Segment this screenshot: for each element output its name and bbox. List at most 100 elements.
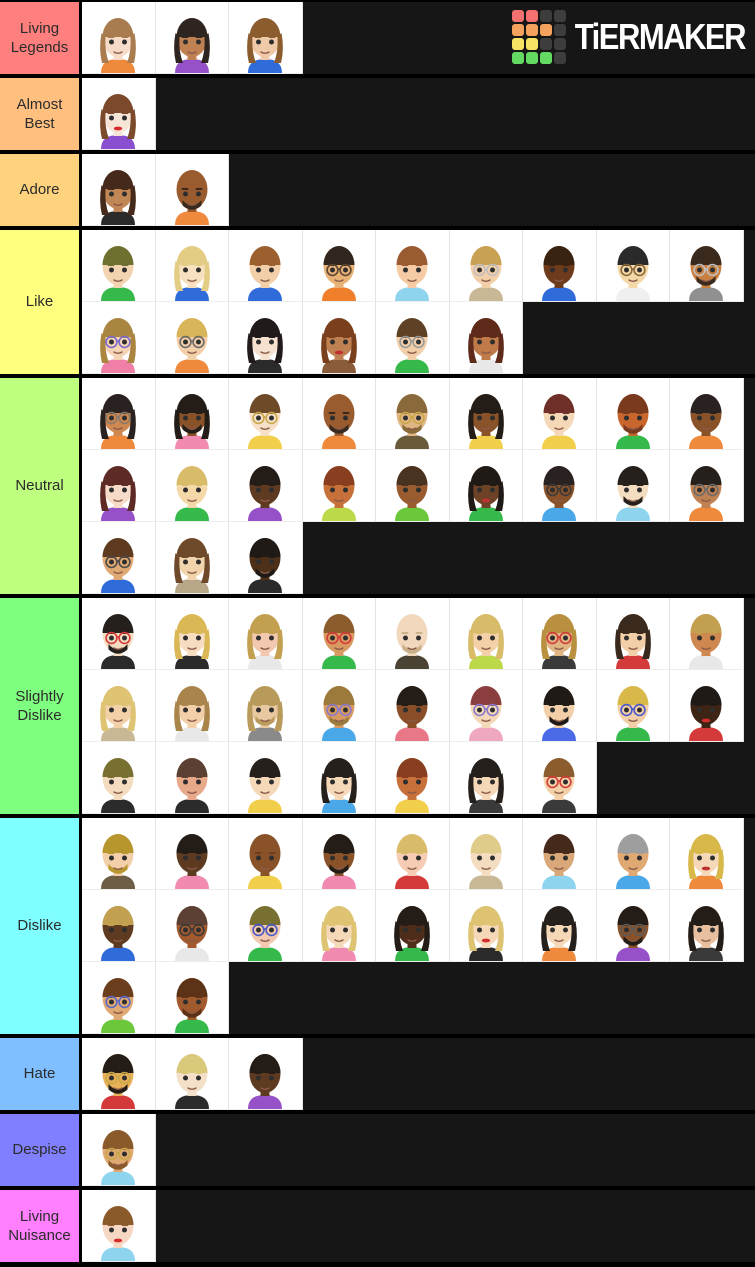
mii-avatar[interactable] xyxy=(155,450,229,522)
mii-avatar[interactable] xyxy=(155,598,229,670)
mii-avatar[interactable] xyxy=(596,818,670,890)
mii-avatar[interactable] xyxy=(82,598,156,670)
mii-avatar[interactable] xyxy=(376,598,450,670)
mii-avatar[interactable] xyxy=(82,378,156,450)
mii-avatar[interactable] xyxy=(229,522,303,594)
mii-avatar[interactable] xyxy=(596,230,670,302)
mii-avatar[interactable] xyxy=(229,450,303,522)
mii-avatar[interactable] xyxy=(376,670,450,742)
mii-avatar[interactable] xyxy=(302,378,376,450)
mii-avatar[interactable] xyxy=(449,818,523,890)
mii-avatar[interactable] xyxy=(449,890,523,962)
mii-face-icon xyxy=(100,394,137,449)
mii-avatar[interactable] xyxy=(155,302,229,374)
mii-avatar[interactable] xyxy=(229,378,303,450)
mii-avatar[interactable] xyxy=(449,378,523,450)
mii-avatar[interactable] xyxy=(302,230,376,302)
mii-avatar[interactable] xyxy=(376,450,450,522)
mii-avatar[interactable] xyxy=(376,230,450,302)
mii-avatar[interactable] xyxy=(302,670,376,742)
mii-avatar[interactable] xyxy=(82,78,156,150)
mii-avatar[interactable] xyxy=(82,670,156,742)
mii-avatar[interactable] xyxy=(376,890,450,962)
tiermaker-logo[interactable]: TiERMAKER xyxy=(511,10,747,64)
mii-avatar[interactable] xyxy=(449,230,523,302)
mii-avatar[interactable] xyxy=(82,742,156,814)
mii-avatar[interactable] xyxy=(229,890,303,962)
mii-avatar[interactable] xyxy=(449,742,523,814)
mii-avatar[interactable] xyxy=(155,378,229,450)
mii-avatar[interactable] xyxy=(155,962,229,1034)
mii-avatar[interactable] xyxy=(670,598,744,670)
mii-avatar[interactable] xyxy=(82,1038,156,1110)
mii-avatar[interactable] xyxy=(670,670,744,742)
mii-avatar[interactable] xyxy=(376,302,450,374)
mii-avatar[interactable] xyxy=(82,302,156,374)
mii-avatar[interactable] xyxy=(302,302,376,374)
mii-avatar[interactable] xyxy=(155,154,229,226)
mii-avatar[interactable] xyxy=(82,962,156,1034)
mii-avatar[interactable] xyxy=(302,598,376,670)
mii-avatar[interactable] xyxy=(596,670,670,742)
mii-avatar[interactable] xyxy=(302,450,376,522)
mii-avatar[interactable] xyxy=(596,890,670,962)
mii-avatar[interactable] xyxy=(229,2,303,74)
tier-row-dislike: Dislike xyxy=(0,818,755,1034)
mii-avatar[interactable] xyxy=(302,890,376,962)
mii-avatar[interactable] xyxy=(229,742,303,814)
mii-avatar[interactable] xyxy=(82,2,156,74)
mii-avatar[interactable] xyxy=(155,742,229,814)
mii-avatar[interactable] xyxy=(155,230,229,302)
mii-avatar[interactable] xyxy=(523,670,597,742)
mii-avatar[interactable] xyxy=(670,378,744,450)
mii-avatar[interactable] xyxy=(229,818,303,890)
mii-avatar[interactable] xyxy=(449,302,523,374)
mii-face-icon xyxy=(541,614,578,669)
mii-avatar[interactable] xyxy=(523,818,597,890)
mii-avatar[interactable] xyxy=(596,450,670,522)
mii-avatar[interactable] xyxy=(670,450,744,522)
mii-avatar[interactable] xyxy=(82,1190,156,1262)
mii-avatar[interactable] xyxy=(302,742,376,814)
mii-avatar[interactable] xyxy=(229,598,303,670)
mii-avatar[interactable] xyxy=(523,598,597,670)
mii-avatar[interactable] xyxy=(82,890,156,962)
mii-avatar[interactable] xyxy=(449,598,523,670)
mii-avatar[interactable] xyxy=(229,302,303,374)
mii-avatar[interactable] xyxy=(449,670,523,742)
mii-avatar[interactable] xyxy=(82,230,156,302)
mii-avatar[interactable] xyxy=(449,450,523,522)
mii-avatar[interactable] xyxy=(229,230,303,302)
mii-avatar[interactable] xyxy=(670,890,744,962)
mii-avatar[interactable] xyxy=(596,378,670,450)
mii-face-icon xyxy=(101,758,136,813)
mii-avatar[interactable] xyxy=(523,742,597,814)
mii-avatar[interactable] xyxy=(229,1038,303,1110)
mii-avatar[interactable] xyxy=(523,890,597,962)
mii-avatar[interactable] xyxy=(82,818,156,890)
mii-avatar[interactable] xyxy=(229,670,303,742)
mii-avatar[interactable] xyxy=(376,378,450,450)
mii-avatar[interactable] xyxy=(155,890,229,962)
mii-avatar[interactable] xyxy=(523,230,597,302)
mii-avatar[interactable] xyxy=(155,818,229,890)
mii-face-icon xyxy=(689,466,724,521)
mii-avatar[interactable] xyxy=(596,598,670,670)
mii-avatar[interactable] xyxy=(523,450,597,522)
mii-avatar[interactable] xyxy=(376,742,450,814)
mii-avatar[interactable] xyxy=(670,230,744,302)
mii-avatar[interactable] xyxy=(82,1114,156,1186)
mii-avatar[interactable] xyxy=(376,818,450,890)
mii-avatar[interactable] xyxy=(155,670,229,742)
mii-avatar[interactable] xyxy=(523,378,597,450)
mii-avatar[interactable] xyxy=(670,818,744,890)
mii-avatar[interactable] xyxy=(302,818,376,890)
mii-avatar[interactable] xyxy=(82,154,156,226)
tier-items-area xyxy=(82,1038,755,1110)
mii-avatar[interactable] xyxy=(82,522,156,594)
mii-avatar[interactable] xyxy=(155,522,229,594)
mii-avatar[interactable] xyxy=(155,2,229,74)
mii-avatar[interactable] xyxy=(155,1038,229,1110)
mii-avatar[interactable] xyxy=(82,450,156,522)
tier-label-text: Slightly Dislike xyxy=(15,687,64,725)
